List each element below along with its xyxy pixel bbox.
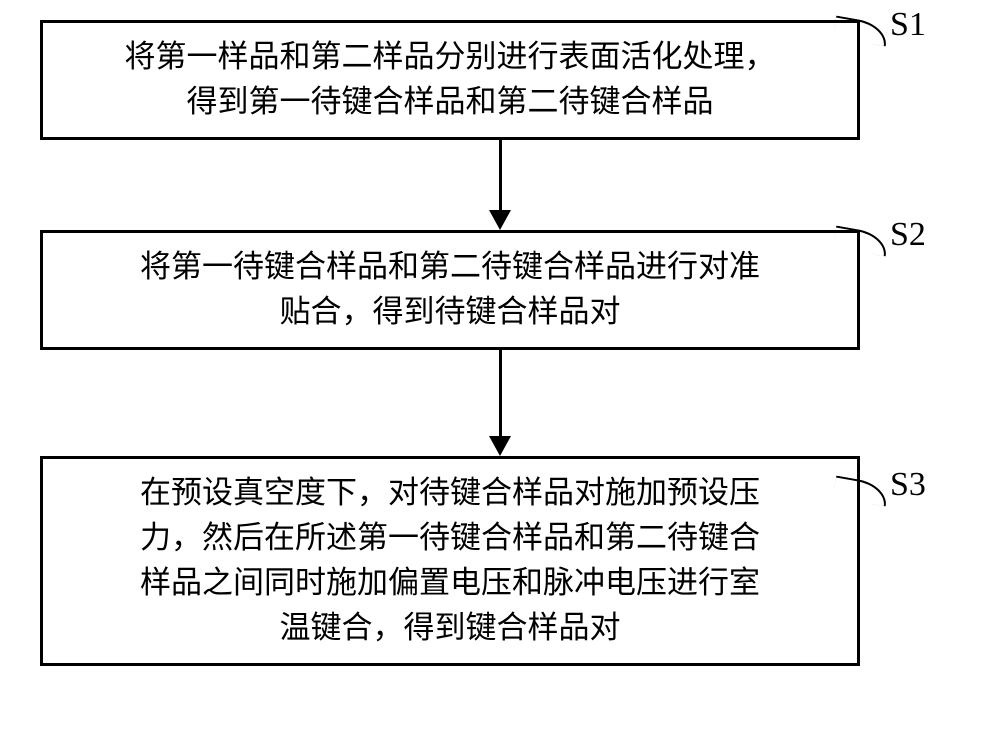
step-box-s3: 在预设真空度下，对待键合样品对施加预设压力，然后在所述第一待键合样品和第二待键合… [40,456,860,666]
arrow-down [90,140,910,230]
arrow-down [90,350,910,456]
flow-step-s1: 将第一样品和第二样品分别进行表面活化处理，得到第一待键合样品和第二待键合样品S1 [40,20,960,140]
arrow-shaft [499,140,502,210]
step-box-s1: 将第一样品和第二样品分别进行表面活化处理，得到第一待键合样品和第二待键合样品 [40,20,860,140]
step-label-s2: S2 [890,216,926,254]
arrow-head-icon [489,210,511,230]
step-text: 将第一待键合样品和第二待键合样品进行对准贴合，得到待键合样品对 [140,245,760,335]
arrow-head-icon [489,436,511,456]
flowchart-container: 将第一样品和第二样品分别进行表面活化处理，得到第一待键合样品和第二待键合样品S1… [40,20,960,666]
step-box-s2: 将第一待键合样品和第二待键合样品进行对准贴合，得到待键合样品对 [40,230,860,350]
step-text: 将第一样品和第二样品分别进行表面活化处理，得到第一待键合样品和第二待键合样品 [125,35,776,125]
flow-step-s3: 在预设真空度下，对待键合样品对施加预设压力，然后在所述第一待键合样品和第二待键合… [40,456,960,666]
step-text: 在预设真空度下，对待键合样品对施加预设压力，然后在所述第一待键合样品和第二待键合… [140,471,760,651]
flow-step-s2: 将第一待键合样品和第二待键合样品进行对准贴合，得到待键合样品对S2 [40,230,960,350]
step-label-s1: S1 [890,6,926,44]
arrow-shaft [499,350,502,436]
step-label-s3: S3 [890,466,926,504]
